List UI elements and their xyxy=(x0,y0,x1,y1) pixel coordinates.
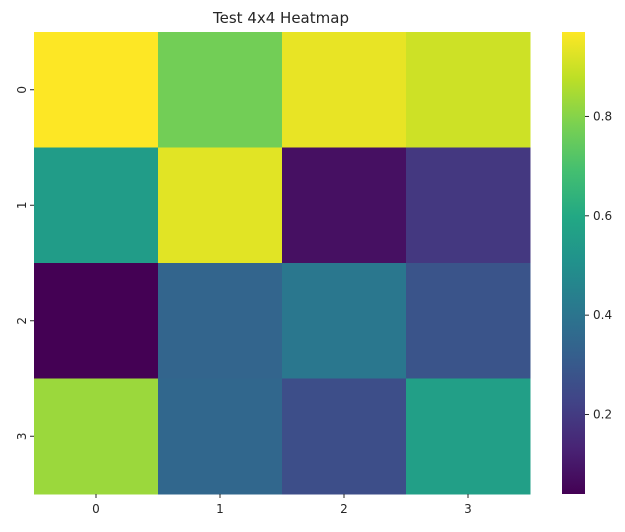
heatmap-cell-r0-c2 xyxy=(282,32,407,148)
y-tick-label-0: 0 xyxy=(15,86,29,94)
heatmap-cell-r2-c1 xyxy=(158,263,283,379)
heatmap-cell-r2-c3 xyxy=(406,263,531,379)
colorbar-tick-label-1: 0.4 xyxy=(593,308,612,322)
colorbar: 0.2 0.4 0.6 0.8 xyxy=(562,32,612,494)
heatmap-cell-r0-c0 xyxy=(34,32,159,148)
heatmap-cell-r2-c2 xyxy=(282,263,407,379)
heatmap-cell-r0-c3 xyxy=(406,32,531,148)
heatmap-cell-r2-c0 xyxy=(34,263,159,379)
colorbar-tick-label-0: 0.2 xyxy=(593,408,612,422)
y-tick-label-3: 3 xyxy=(15,432,29,440)
heatmap-cell-r3-c0 xyxy=(34,378,159,495)
x-tick-label-1: 1 xyxy=(216,502,224,516)
heatmap-cells xyxy=(34,32,531,495)
heatmap-cell-r3-c3 xyxy=(406,378,531,495)
y-axis: 0 1 2 3 xyxy=(15,86,34,440)
heatmap-cell-r0-c1 xyxy=(158,32,283,148)
heatmap-cell-r1-c0 xyxy=(34,147,159,264)
chart-title: Test 4x4 Heatmap xyxy=(212,9,349,27)
colorbar-tick-label-3: 0.8 xyxy=(593,109,612,123)
colorbar-gradient xyxy=(562,32,585,494)
x-tick-label-2: 2 xyxy=(340,502,348,516)
heatmap-cell-r3-c1 xyxy=(158,378,283,495)
x-tick-label-3: 3 xyxy=(464,502,472,516)
y-tick-label-2: 2 xyxy=(15,317,29,325)
heatmap-cell-r1-c1 xyxy=(158,147,283,264)
colorbar-tick-label-2: 0.6 xyxy=(593,209,612,223)
heatmap-cell-r3-c2 xyxy=(282,378,407,495)
heatmap-cell-r1-c2 xyxy=(282,147,407,264)
y-tick-label-1: 1 xyxy=(15,201,29,209)
x-tick-label-0: 0 xyxy=(92,502,100,516)
x-axis: 0 1 2 3 xyxy=(92,494,472,516)
heatmap-cell-r1-c3 xyxy=(406,147,531,264)
